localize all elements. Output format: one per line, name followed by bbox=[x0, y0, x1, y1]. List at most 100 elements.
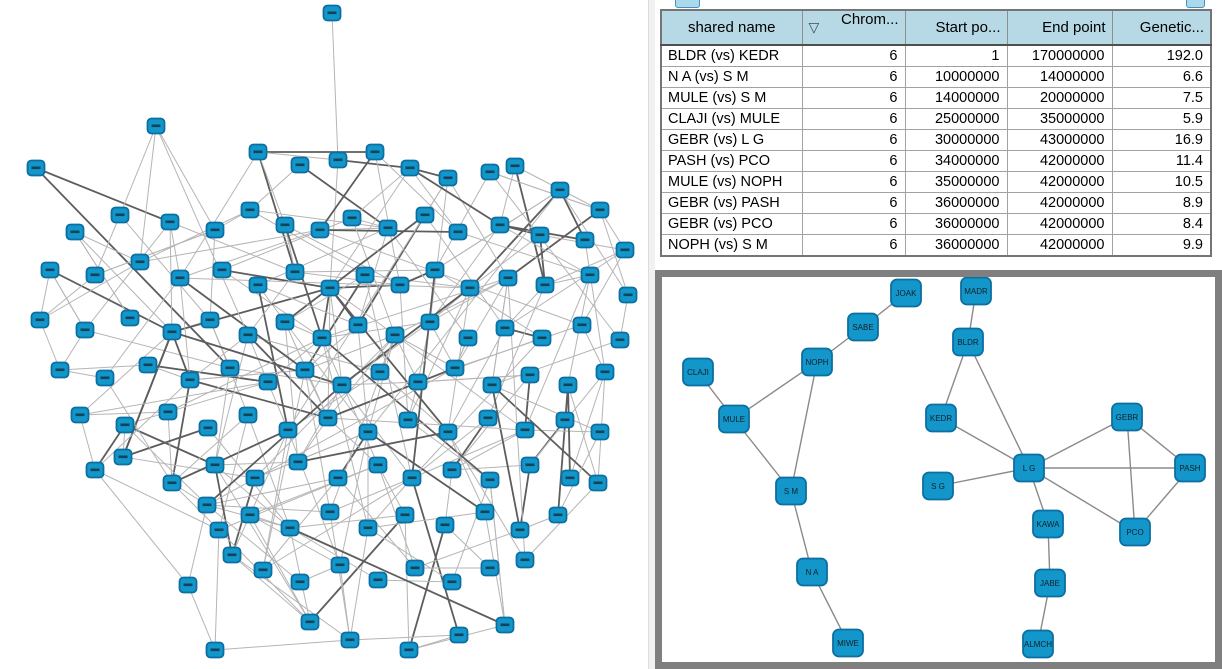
network-node[interactable] bbox=[530, 226, 550, 244]
network-node[interactable]: JOAK bbox=[890, 278, 922, 308]
network-node[interactable] bbox=[355, 266, 375, 284]
network-detail-canvas[interactable]: JOAK MADR SABE BLDR NOPH CLAJI MULE KEDR GEBR L G… bbox=[662, 277, 1215, 662]
network-node[interactable] bbox=[405, 559, 425, 577]
column-header-genetic-[interactable]: Genetic... bbox=[1111, 9, 1212, 46]
network-node[interactable] bbox=[198, 419, 218, 437]
network-node[interactable] bbox=[120, 309, 140, 327]
network-node[interactable]: GEBR bbox=[1111, 402, 1143, 432]
network-node[interactable] bbox=[480, 163, 500, 181]
network-node[interactable]: ALMCH bbox=[1022, 629, 1054, 659]
network-node[interactable] bbox=[280, 519, 300, 537]
table-cell[interactable]: 10.5 bbox=[1111, 171, 1212, 193]
network-node[interactable]: S G bbox=[922, 471, 954, 501]
table-cell[interactable]: 6 bbox=[801, 213, 906, 235]
table-cell[interactable]: MULE (vs) NOPH bbox=[660, 171, 803, 193]
network-node[interactable] bbox=[85, 266, 105, 284]
network-node[interactable] bbox=[245, 469, 265, 487]
network-node[interactable]: JABE bbox=[1034, 568, 1066, 598]
network-node[interactable] bbox=[445, 359, 465, 377]
network-node[interactable] bbox=[253, 561, 273, 579]
network-node[interactable] bbox=[560, 469, 580, 487]
network-node[interactable] bbox=[342, 209, 362, 227]
table-cell[interactable]: 36000000 bbox=[904, 234, 1008, 257]
network-node[interactable] bbox=[146, 117, 166, 135]
network-node[interactable] bbox=[290, 156, 310, 174]
network-node[interactable] bbox=[458, 329, 478, 347]
network-node[interactable] bbox=[400, 159, 420, 177]
network-node[interactable] bbox=[258, 373, 278, 391]
network-node[interactable] bbox=[535, 276, 555, 294]
network-node[interactable] bbox=[212, 261, 232, 279]
table-cell[interactable]: 36000000 bbox=[904, 192, 1008, 214]
network-node[interactable] bbox=[30, 311, 50, 329]
table-cell[interactable]: 11.4 bbox=[1111, 150, 1212, 172]
network-node[interactable] bbox=[588, 474, 608, 492]
network-node[interactable]: NOPH bbox=[801, 347, 833, 377]
table-row[interactable]: GEBR (vs) PASH 6 36000000 42000000 8.9 bbox=[660, 192, 1212, 214]
network-node[interactable] bbox=[558, 376, 578, 394]
table-row[interactable]: MULE (vs) NOPH 6 35000000 42000000 10.5 bbox=[660, 171, 1212, 193]
column-header-start-po-[interactable]: Start po... bbox=[904, 9, 1008, 46]
network-node[interactable] bbox=[180, 371, 200, 389]
network-node[interactable] bbox=[435, 516, 455, 534]
network-node[interactable]: CLAJI bbox=[682, 357, 714, 387]
table-cell[interactable]: PASH (vs) PCO bbox=[660, 150, 803, 172]
table-cell[interactable]: 6 bbox=[801, 108, 906, 130]
network-node[interactable] bbox=[442, 461, 462, 479]
table-cell[interactable]: 6 bbox=[801, 87, 906, 109]
table-cell[interactable]: 14000000 bbox=[1006, 66, 1113, 88]
network-node[interactable] bbox=[160, 213, 180, 231]
network-node[interactable] bbox=[238, 406, 258, 424]
network-node[interactable]: PASH bbox=[1174, 453, 1206, 483]
network-node[interactable] bbox=[65, 223, 85, 241]
network-node[interactable] bbox=[425, 261, 445, 279]
network-node[interactable] bbox=[295, 361, 315, 379]
network-node[interactable]: N A bbox=[796, 557, 828, 587]
table-cell[interactable]: 35000000 bbox=[1006, 108, 1113, 130]
network-node[interactable] bbox=[580, 266, 600, 284]
network-node[interactable] bbox=[395, 506, 415, 524]
network-node[interactable] bbox=[618, 286, 638, 304]
network-node[interactable] bbox=[402, 469, 422, 487]
table-cell[interactable]: 6 bbox=[801, 234, 906, 257]
network-node[interactable] bbox=[520, 456, 540, 474]
network-node[interactable] bbox=[300, 613, 320, 631]
network-node[interactable] bbox=[449, 626, 469, 644]
network-node[interactable] bbox=[368, 456, 388, 474]
table-row[interactable]: BLDR (vs) KEDR 6 1 170000000 192.0 bbox=[660, 44, 1212, 67]
network-node[interactable] bbox=[320, 503, 340, 521]
network-node[interactable] bbox=[278, 421, 298, 439]
table-cell[interactable]: 6 bbox=[801, 66, 906, 88]
network-node[interactable] bbox=[322, 4, 342, 22]
network-node[interactable] bbox=[420, 313, 440, 331]
table-cell[interactable]: 20000000 bbox=[1006, 87, 1113, 109]
table-cell[interactable]: 14000000 bbox=[904, 87, 1008, 109]
network-node[interactable] bbox=[288, 453, 308, 471]
table-row[interactable]: GEBR (vs) L G 6 30000000 43000000 16.9 bbox=[660, 129, 1212, 151]
network-node[interactable] bbox=[399, 641, 419, 659]
table-cell[interactable]: 25000000 bbox=[904, 108, 1008, 130]
network-node[interactable] bbox=[378, 219, 398, 237]
table-cell[interactable]: 170000000 bbox=[1006, 44, 1113, 67]
table-cell[interactable]: 1 bbox=[904, 44, 1008, 67]
network-node[interactable] bbox=[460, 279, 480, 297]
network-node[interactable]: MADR bbox=[960, 277, 992, 306]
network-node[interactable]: BLDR bbox=[952, 327, 984, 357]
network-node[interactable] bbox=[515, 421, 535, 439]
network-node[interactable]: KEDR bbox=[925, 403, 957, 433]
network-node[interactable] bbox=[240, 201, 260, 219]
network-node[interactable] bbox=[248, 143, 268, 161]
network-node[interactable] bbox=[110, 206, 130, 224]
table-cell[interactable]: GEBR (vs) PCO bbox=[660, 213, 803, 235]
table-cell[interactable]: 35000000 bbox=[904, 171, 1008, 193]
network-node[interactable] bbox=[332, 376, 352, 394]
network-node[interactable] bbox=[438, 169, 458, 187]
table-cell[interactable]: NOPH (vs) S M bbox=[660, 234, 803, 257]
panel-splitter[interactable] bbox=[648, 0, 655, 669]
table-cell[interactable]: MULE (vs) S M bbox=[660, 87, 803, 109]
network-node[interactable] bbox=[482, 376, 502, 394]
network-node[interactable] bbox=[40, 261, 60, 279]
network-node[interactable] bbox=[158, 403, 178, 421]
table-cell[interactable]: 6 bbox=[801, 171, 906, 193]
table-cell[interactable]: 8.9 bbox=[1111, 192, 1212, 214]
